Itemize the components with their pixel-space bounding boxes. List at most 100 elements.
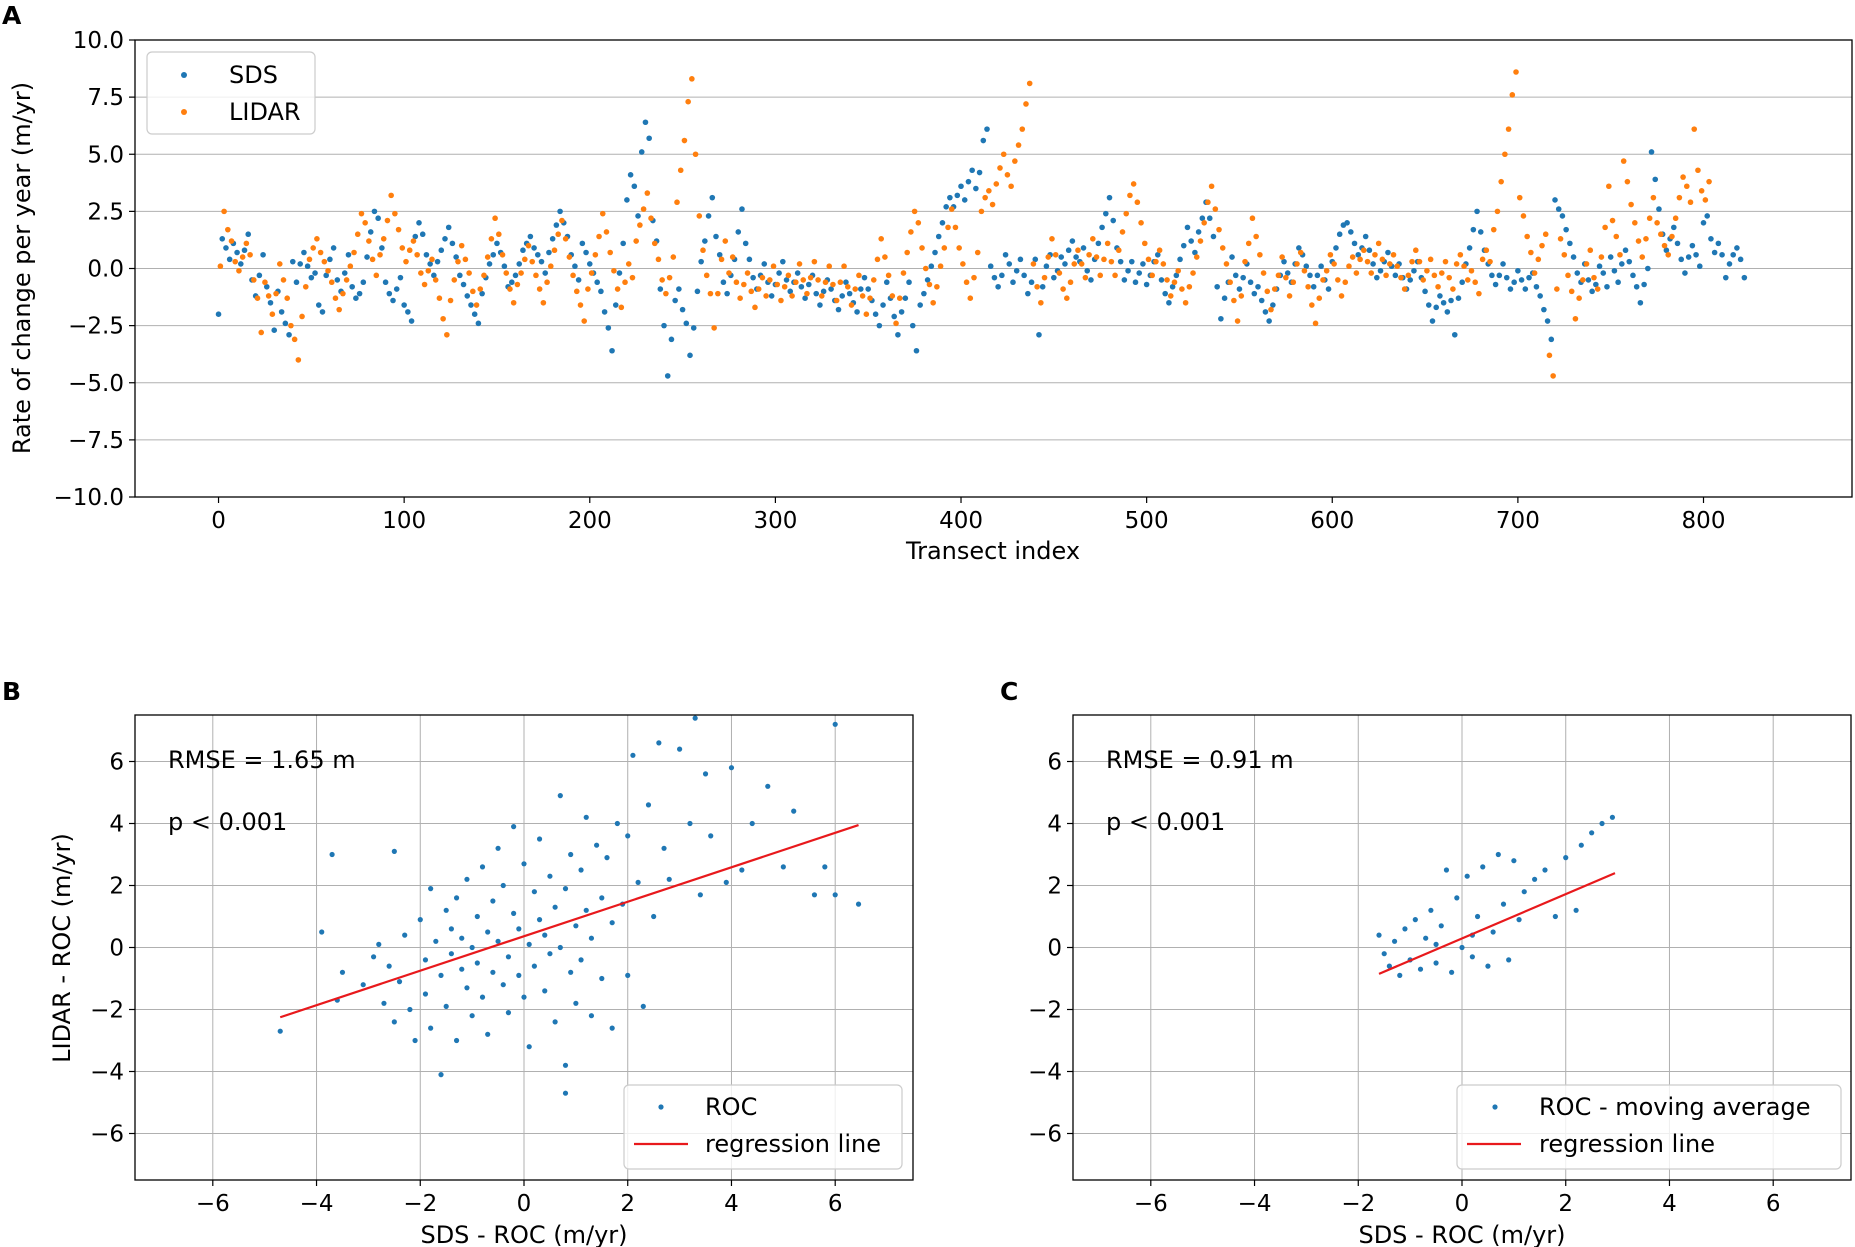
sds-point	[301, 249, 307, 256]
lidar-point	[744, 270, 751, 276]
panel-c-points	[1376, 814, 1616, 979]
sds-point	[702, 238, 708, 244]
sds-point	[854, 309, 860, 315]
x-tick-label: −2	[1341, 1191, 1375, 1217]
roc-point	[402, 932, 408, 938]
lidar-point	[1427, 256, 1434, 263]
sds-point	[464, 293, 471, 299]
lidar-point	[1476, 290, 1482, 297]
lidar-point	[466, 270, 472, 276]
lidar-point	[1141, 240, 1148, 247]
sds-point	[631, 183, 638, 190]
y-tick-label: −2.5	[68, 314, 124, 340]
lidar-point	[1472, 279, 1478, 286]
lidar-point	[217, 263, 224, 270]
sds-point	[1574, 270, 1581, 276]
lidar-point	[1275, 272, 1282, 279]
x-tick-label: 4	[724, 1191, 739, 1217]
lidar-point	[276, 261, 283, 267]
sds-point	[1459, 279, 1465, 286]
sds-point	[1678, 256, 1685, 263]
lidar-point	[1401, 286, 1408, 292]
sds-point	[947, 194, 953, 201]
lidar-point	[1093, 254, 1100, 260]
lidar-point	[759, 274, 766, 281]
lidar-point	[948, 206, 955, 212]
panel-b-legend: ROC regression line	[623, 1084, 903, 1170]
roc-point	[277, 1028, 283, 1034]
sds-point	[746, 256, 753, 263]
roc-point	[319, 929, 325, 935]
sds-point	[453, 254, 459, 260]
lidar-point	[986, 188, 992, 194]
roc-point	[516, 926, 522, 932]
sds-point	[973, 185, 979, 192]
lidar-point	[737, 295, 743, 302]
lidar-point	[915, 220, 922, 226]
sds-point	[1734, 245, 1740, 251]
sds-point	[999, 272, 1005, 279]
lidar-point	[1197, 238, 1204, 244]
lidar-point	[321, 258, 328, 265]
lidar-point	[403, 258, 409, 265]
lidar-point	[473, 302, 480, 308]
lidar-point	[1412, 247, 1419, 254]
lidar-point	[1379, 256, 1386, 263]
x-tick-label: 6	[828, 1191, 843, 1217]
roc-moving-average-point	[1386, 963, 1392, 969]
lidar-point	[573, 288, 580, 295]
sds-point	[657, 286, 664, 292]
lidar-point	[243, 240, 250, 247]
sds-point	[468, 302, 474, 308]
roc-point	[339, 969, 346, 975]
sds-point	[1021, 272, 1027, 279]
roc-point	[557, 944, 563, 951]
sds-point	[1169, 283, 1176, 290]
lidar-point	[997, 165, 1003, 171]
sds-point	[620, 240, 626, 247]
y-tick-label: −2	[90, 998, 124, 1024]
lidar-point	[1052, 251, 1059, 258]
lidar-point	[273, 290, 279, 297]
sds-point	[1422, 288, 1428, 295]
lidar-point	[711, 325, 717, 331]
roc-moving-average-point	[1423, 935, 1429, 941]
lidar-point	[1201, 220, 1207, 226]
sds-point	[861, 274, 868, 281]
sds-point	[1682, 270, 1688, 276]
panel-b-letter: B	[2, 677, 21, 706]
sds-point	[542, 270, 549, 276]
lidar-point	[1580, 277, 1586, 283]
sds-point	[713, 233, 719, 240]
sds-point	[390, 297, 396, 304]
lidar-point	[1442, 258, 1449, 265]
lidar-point	[1041, 274, 1048, 281]
sds-point	[672, 297, 678, 304]
lidar-point	[258, 329, 265, 336]
lidar-point	[529, 258, 536, 265]
sds-point	[679, 306, 686, 313]
lidar-point	[358, 210, 365, 217]
lidar-point	[685, 98, 691, 105]
sds-point	[913, 347, 920, 354]
roc-point	[697, 892, 703, 898]
sds-point	[1563, 226, 1569, 233]
lidar-point	[1424, 267, 1430, 274]
sds-point	[267, 299, 274, 306]
roc-point	[479, 994, 486, 1000]
lidar-point	[893, 320, 899, 327]
roc-point	[386, 963, 392, 969]
lidar-point	[288, 322, 294, 329]
roc-moving-average-point	[1433, 960, 1439, 966]
lidar-point	[562, 235, 569, 242]
sds-point	[980, 137, 987, 144]
sds-point	[1429, 318, 1436, 324]
sds-point	[1630, 272, 1636, 279]
y-tick-label: 0	[1047, 936, 1062, 962]
sds-point	[709, 194, 716, 201]
panel-c-legend-box	[1456, 1084, 1842, 1170]
panel-b-points	[277, 715, 862, 1096]
sds-point	[761, 261, 768, 267]
sds-point	[813, 290, 820, 297]
